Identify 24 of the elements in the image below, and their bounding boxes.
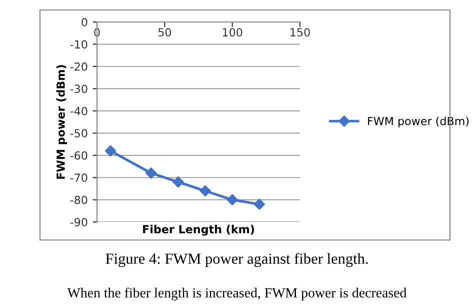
y-tick-label: -50 (70, 129, 88, 138)
y-tick-label: -60 (70, 151, 88, 160)
x-axis-title: Fiber Length (km) (143, 224, 254, 236)
legend-label: FWM power (dBm) (368, 116, 469, 128)
point (200, 185, 211, 196)
x-tick-label: 150 (290, 28, 310, 37)
y-tick-label: -30 (70, 84, 88, 94)
x-tick-label: 50 (158, 28, 171, 37)
y-tick-label: -70 (70, 174, 88, 182)
point (146, 168, 157, 179)
y-tick-label: -20 (70, 62, 88, 71)
y-tick-label: -90 (70, 218, 88, 226)
y-tick-label: -10 (70, 40, 88, 49)
point (104, 145, 116, 156)
y-axis-title: FWM power (dBm) (56, 65, 68, 179)
point (172, 176, 184, 188)
y-tick-label: -40 (70, 106, 88, 116)
x-tick-label: 100 (222, 28, 242, 37)
y-tick-label: -80 (70, 196, 88, 204)
point (254, 198, 266, 210)
point (226, 194, 238, 206)
y-tick-label: 0 (82, 18, 88, 26)
text: When the fiber length is increased, FWM power is decreased (67, 288, 407, 300)
caption: Figure 4: FWM power against fiber length. (106, 252, 368, 268)
